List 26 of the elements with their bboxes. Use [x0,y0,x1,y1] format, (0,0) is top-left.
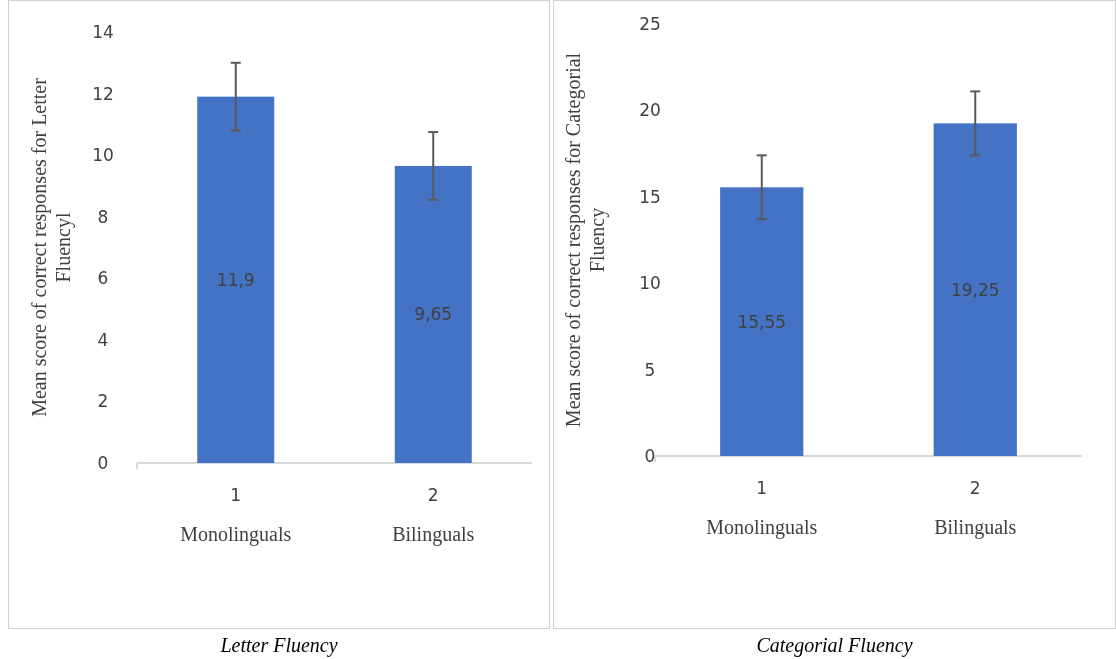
data-label: 11,9 [216,269,255,290]
y-tick-label: 0 [97,453,109,473]
x-tick-label: 1 Monolinguals [706,478,818,539]
text: Letter Fluency [219,634,338,657]
y-axis-title: Mean score of correct responses for Letter Fluencyl [28,77,75,417]
y-tick-label: 10 [92,145,114,166]
x-tick-label: 1 Monolinguals [180,485,292,546]
x-tick-label: 2 Bilinguals [934,478,1017,539]
y-tick-label: 14 [92,22,114,42]
y-tick-label: 5 [644,359,656,380]
y-tick-label: 6 [97,268,109,289]
y-tick-label: 10 [639,273,661,294]
data-label: 9,65 [414,304,453,325]
text: Categorial Fluency [756,634,913,657]
y-tick-label: 2 [97,391,109,412]
x-tick-label: 2 Bilinguals [392,485,475,546]
y-tick-label: 0 [644,446,656,466]
y-axis-title: Mean score of correct responses for Categorial Fluency [562,52,609,428]
y-tick-label: 15 [639,186,661,207]
y-tick-label: 25 [639,14,661,34]
y-tick-label: 12 [92,83,114,104]
data-label: 19,25 [950,279,1000,300]
data-label: 15,55 [737,311,787,332]
y-tick-label: 20 [639,100,661,121]
y-tick-label: 8 [97,206,109,227]
y-tick-label: 4 [97,329,109,350]
